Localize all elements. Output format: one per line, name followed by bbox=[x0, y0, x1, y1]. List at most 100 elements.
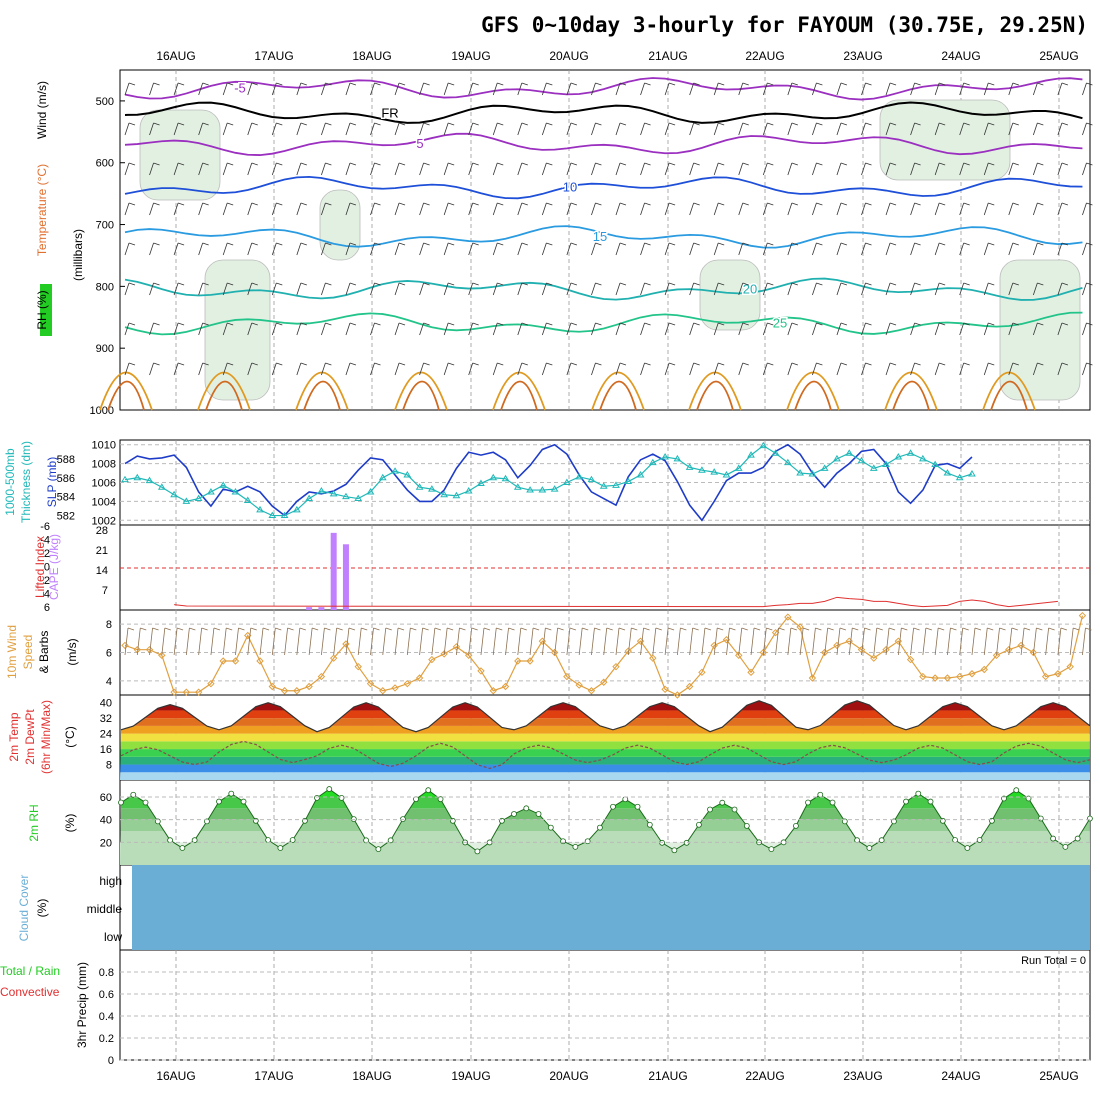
10m-wind-barb bbox=[741, 627, 748, 631]
temp-band bbox=[120, 725, 1090, 734]
wind-barb bbox=[767, 242, 774, 246]
thickness-point bbox=[747, 451, 755, 458]
wind-barb bbox=[546, 162, 553, 166]
10m-wind-barb bbox=[357, 627, 362, 656]
temp-tick-label: 24 bbox=[100, 729, 112, 741]
wind-barb bbox=[296, 282, 302, 296]
wind10-point bbox=[121, 641, 129, 650]
10m-wind-barb bbox=[275, 627, 282, 631]
wind-barb bbox=[885, 202, 891, 216]
rh-shading bbox=[139, 109, 221, 201]
wind-barb bbox=[394, 82, 400, 96]
rh-point bbox=[314, 794, 320, 801]
rh-point bbox=[1062, 843, 1069, 850]
10m-wind-barb bbox=[885, 627, 890, 656]
10m-wind-barb bbox=[1085, 627, 1092, 631]
wind10-point bbox=[1078, 611, 1087, 620]
contour-label: 25 bbox=[773, 315, 787, 330]
10m-wind-barb bbox=[284, 627, 288, 656]
wind-barb bbox=[713, 362, 719, 376]
wind-barb bbox=[300, 122, 307, 126]
wind10-point bbox=[317, 672, 326, 681]
wind10-point bbox=[1029, 648, 1038, 657]
wind-barb bbox=[767, 362, 774, 366]
cloud-level-low: low bbox=[104, 930, 122, 944]
10m-wind-barb bbox=[999, 627, 1006, 631]
wind-barb bbox=[644, 242, 651, 246]
wind10-point bbox=[526, 657, 534, 665]
date-label-bottom: 17AUG bbox=[254, 1069, 293, 1083]
wind-barb bbox=[816, 122, 823, 126]
wind-barb bbox=[1037, 322, 1044, 326]
cloud-cover-label: Cloud Cover bbox=[17, 875, 31, 942]
10m-wind-barb bbox=[631, 627, 638, 631]
wind-barb bbox=[840, 82, 848, 86]
10m-wind-barb bbox=[591, 627, 595, 656]
wind-barb bbox=[198, 202, 204, 216]
wind10-point bbox=[268, 682, 277, 691]
thickness-point bbox=[194, 494, 203, 502]
thickness-label-top: 1000-500mb bbox=[3, 448, 17, 516]
cloud-cover-fill bbox=[132, 865, 1090, 950]
slp-tick-label: 1010 bbox=[92, 440, 116, 452]
wind-barb bbox=[787, 322, 793, 336]
wind-barb bbox=[865, 202, 872, 206]
wind-barb bbox=[840, 242, 848, 246]
wind-barb bbox=[349, 322, 357, 326]
rh-point bbox=[511, 811, 517, 817]
thickness-point bbox=[133, 473, 142, 481]
wind-barb bbox=[910, 82, 915, 96]
rh-point bbox=[252, 817, 259, 824]
wind-barb bbox=[983, 282, 989, 296]
wind-barb bbox=[988, 282, 995, 286]
rh-point bbox=[289, 837, 296, 843]
wind-barb bbox=[492, 82, 498, 96]
wind-barb bbox=[861, 362, 866, 376]
wind-barb bbox=[693, 82, 700, 86]
10m-wind-barb bbox=[652, 627, 657, 656]
temp-contour bbox=[124, 225, 1083, 249]
wind-barb bbox=[812, 322, 817, 336]
wind-barb bbox=[521, 82, 528, 86]
wind10-point bbox=[870, 654, 878, 662]
10m-wind-barb bbox=[394, 627, 399, 656]
y-axis-label: (millibars) bbox=[71, 229, 85, 281]
wind-barb bbox=[689, 122, 695, 136]
wind-barb bbox=[472, 82, 479, 86]
wind-barb bbox=[247, 362, 253, 376]
10m-wind-barb bbox=[983, 627, 988, 656]
temp-contour bbox=[124, 132, 1083, 156]
wind-barb bbox=[1032, 242, 1038, 256]
thickness-point bbox=[403, 470, 412, 478]
wind-barb bbox=[521, 122, 528, 126]
10m-wind-barb bbox=[888, 627, 896, 631]
wind-barb bbox=[370, 122, 375, 136]
wind-barb bbox=[861, 282, 866, 296]
cape-bar bbox=[330, 532, 337, 610]
wind-barb bbox=[644, 202, 651, 206]
wind-barb bbox=[492, 122, 498, 136]
wind-barb bbox=[939, 362, 946, 366]
thickness-point bbox=[182, 497, 191, 504]
wind-barb bbox=[738, 122, 744, 136]
wind10-point bbox=[293, 687, 301, 695]
wind-barb bbox=[668, 202, 676, 206]
wind-barb bbox=[521, 322, 528, 326]
wind-barb bbox=[443, 162, 449, 176]
10m-wind-barb bbox=[262, 627, 270, 631]
10m-wind-barb bbox=[226, 627, 233, 631]
thickness-point bbox=[256, 505, 264, 513]
wind10-label: 10m Wind bbox=[5, 625, 19, 679]
thickness-point bbox=[489, 473, 498, 481]
wind-barb bbox=[227, 362, 234, 366]
10m-wind-barb bbox=[554, 627, 559, 656]
thickness-point bbox=[268, 511, 277, 519]
wind-barb bbox=[1057, 202, 1063, 216]
10m-wind-barb bbox=[382, 627, 387, 656]
wind-barb bbox=[222, 122, 228, 136]
wind-barb bbox=[271, 122, 277, 136]
wind-barb bbox=[791, 202, 798, 206]
wind-barb bbox=[153, 322, 160, 326]
wind-barb bbox=[128, 162, 136, 166]
thickness-point bbox=[231, 487, 240, 495]
